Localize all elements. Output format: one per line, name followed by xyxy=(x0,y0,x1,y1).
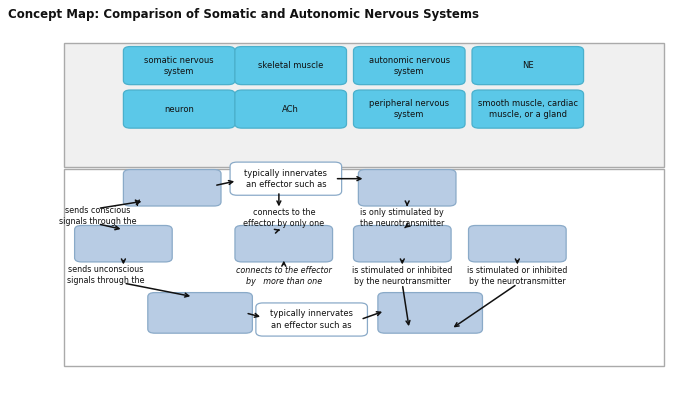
FancyBboxPatch shape xyxy=(468,226,566,262)
Text: Concept Map: Comparison of Somatic and Autonomic Nervous Systems: Concept Map: Comparison of Somatic and A… xyxy=(8,8,480,20)
FancyBboxPatch shape xyxy=(235,90,346,128)
Text: connects to the effector
by    more than one: connects to the effector by more than on… xyxy=(236,266,332,286)
FancyBboxPatch shape xyxy=(354,90,465,128)
Text: neuron: neuron xyxy=(164,105,194,113)
FancyBboxPatch shape xyxy=(148,293,253,333)
FancyBboxPatch shape xyxy=(235,47,346,85)
Text: peripheral nervous
system: peripheral nervous system xyxy=(369,99,449,119)
Text: is only stimulated by
the neurotransmitter: is only stimulated by the neurotransmitt… xyxy=(360,208,444,228)
FancyBboxPatch shape xyxy=(354,47,465,85)
FancyBboxPatch shape xyxy=(472,90,584,128)
Text: typically innervates
an effector such as: typically innervates an effector such as xyxy=(244,168,328,189)
FancyBboxPatch shape xyxy=(358,170,456,206)
FancyBboxPatch shape xyxy=(354,226,451,262)
Text: autonomic nervous
system: autonomic nervous system xyxy=(369,55,450,75)
Text: is stimulated or inhibited
by the neurotransmitter: is stimulated or inhibited by the neurot… xyxy=(352,266,452,286)
Text: ACh: ACh xyxy=(282,105,299,113)
Text: NE: NE xyxy=(522,61,533,70)
FancyBboxPatch shape xyxy=(123,47,235,85)
FancyBboxPatch shape xyxy=(64,169,664,366)
FancyBboxPatch shape xyxy=(75,226,172,262)
Text: typically innervates
an effector such as: typically innervates an effector such as xyxy=(270,309,354,329)
FancyBboxPatch shape xyxy=(378,293,482,333)
FancyBboxPatch shape xyxy=(123,170,221,206)
Text: smooth muscle, cardiac
muscle, or a gland: smooth muscle, cardiac muscle, or a glan… xyxy=(478,99,578,119)
Text: sends conscious
signals through the: sends conscious signals through the xyxy=(59,206,136,226)
FancyBboxPatch shape xyxy=(64,43,664,167)
Text: is stimulated or inhibited
by the neurotransmitter: is stimulated or inhibited by the neurot… xyxy=(467,266,568,286)
FancyBboxPatch shape xyxy=(235,226,332,262)
FancyBboxPatch shape xyxy=(123,90,235,128)
Text: sends unconscious
signals through the: sends unconscious signals through the xyxy=(67,265,145,285)
Text: connects to the
effector by only one: connects to the effector by only one xyxy=(243,208,324,228)
Text: somatic nervous
system: somatic nervous system xyxy=(144,55,214,75)
FancyBboxPatch shape xyxy=(230,162,342,195)
Text: skeletal muscle: skeletal muscle xyxy=(258,61,323,70)
FancyBboxPatch shape xyxy=(472,47,584,85)
FancyBboxPatch shape xyxy=(256,303,368,336)
